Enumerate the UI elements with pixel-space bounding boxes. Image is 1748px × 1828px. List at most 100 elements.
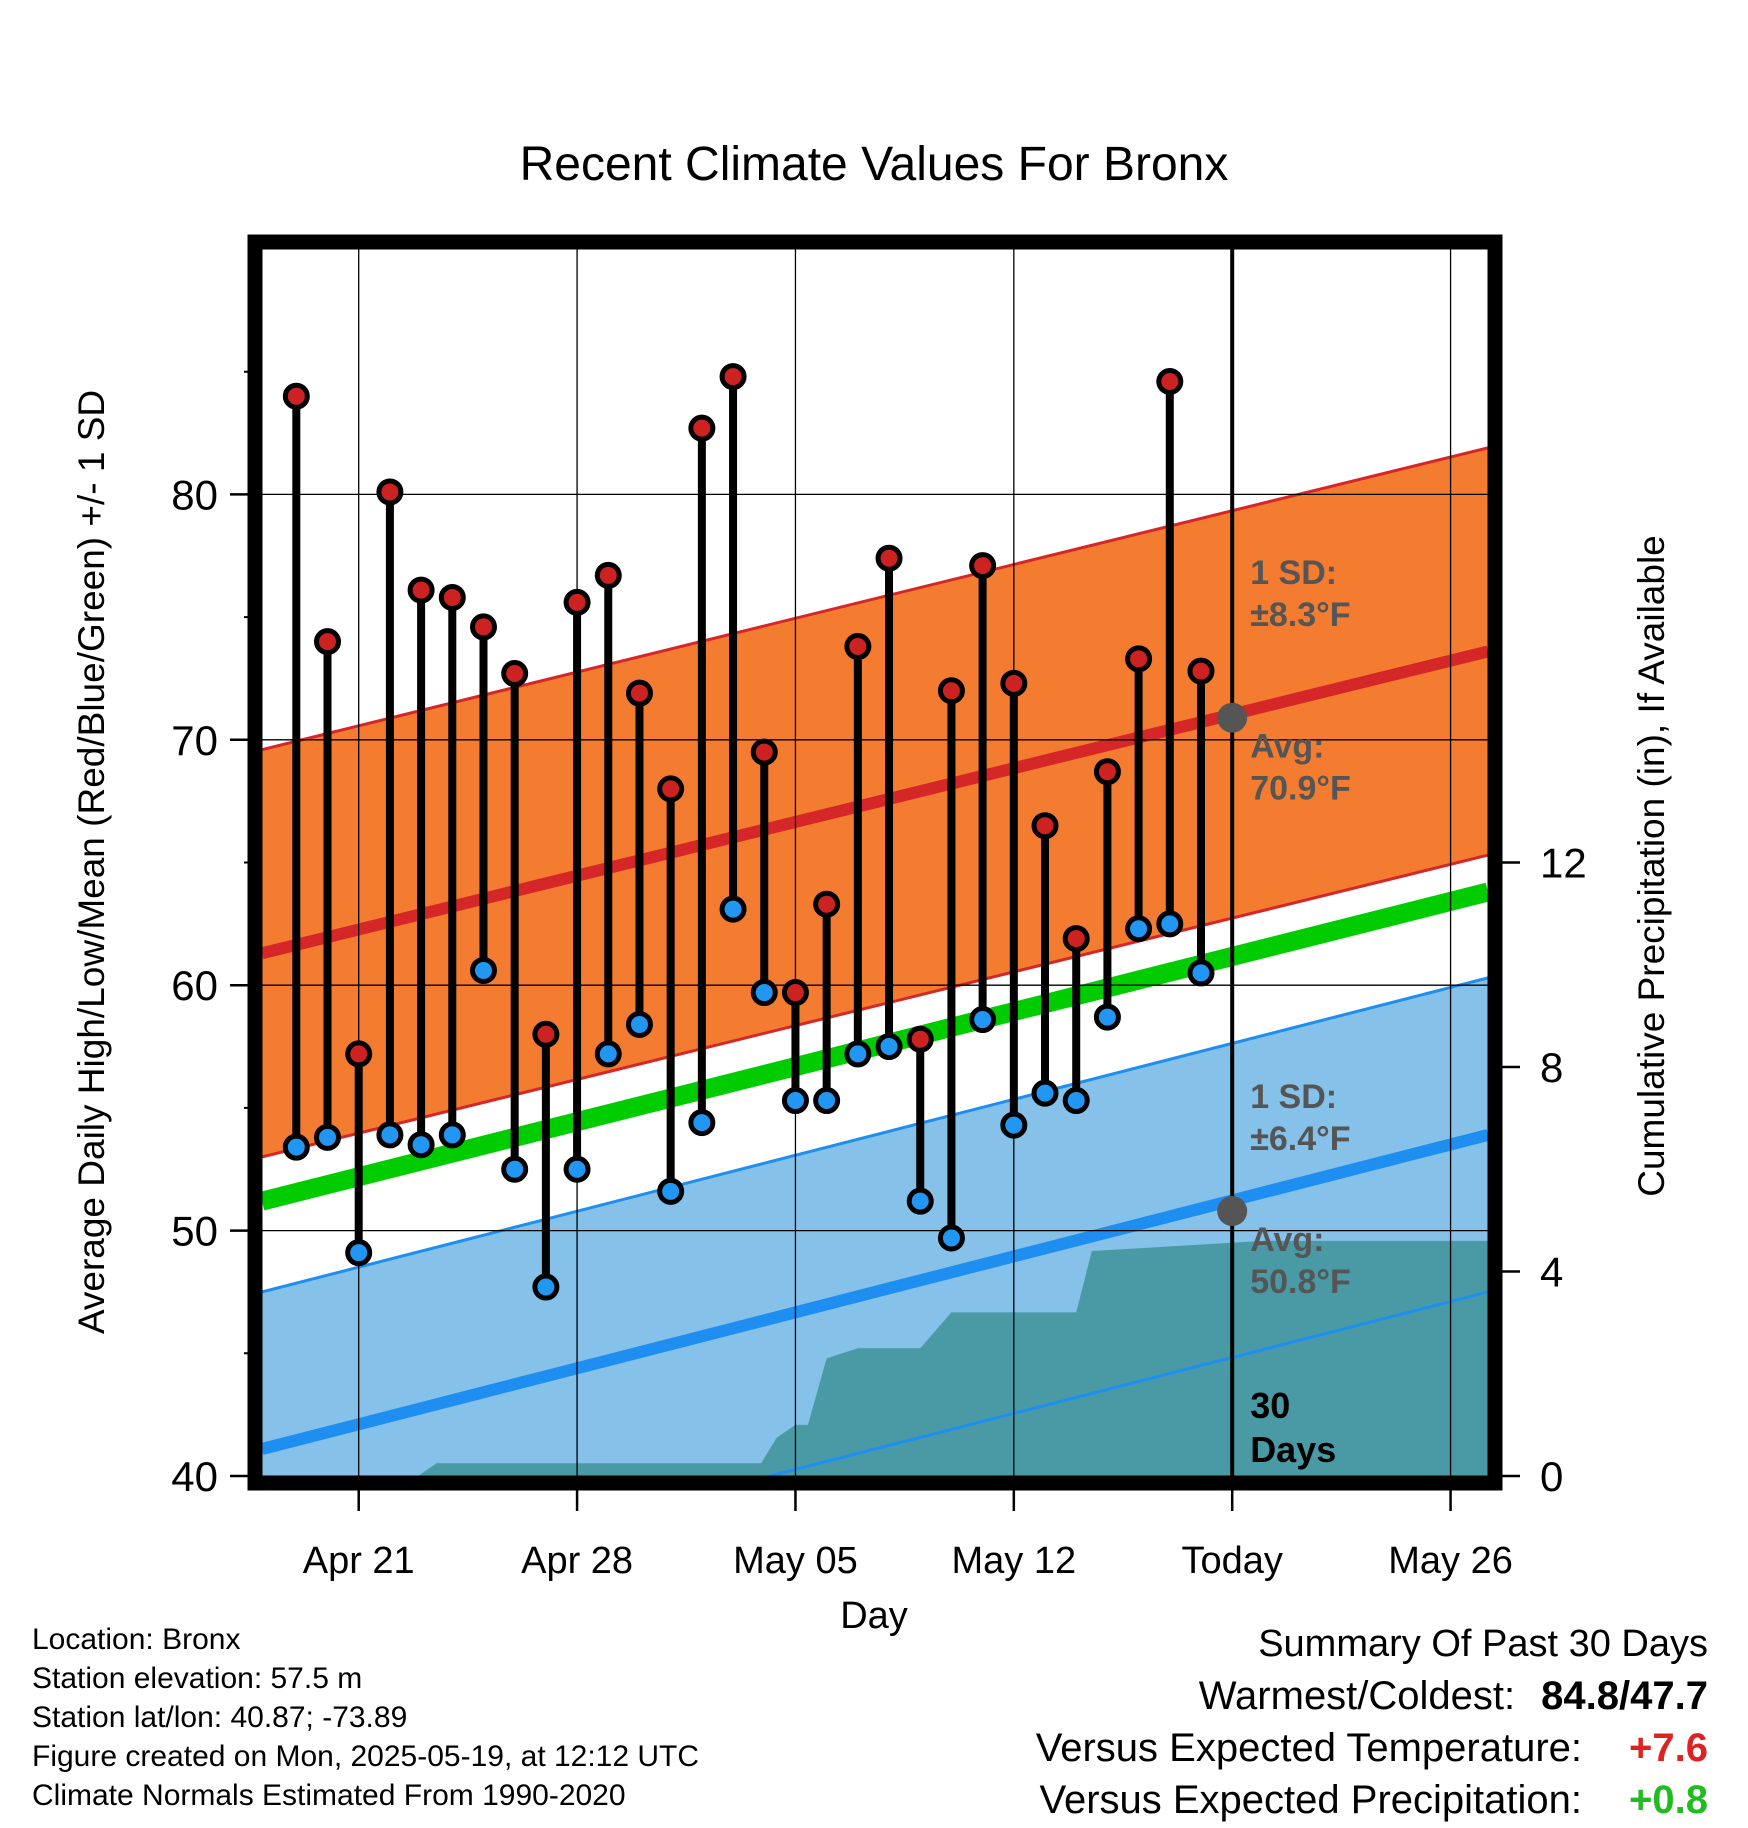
mean-average-line <box>262 882 1488 1211</box>
daily-low-marker <box>969 1006 997 1034</box>
daily-low-marker <box>750 979 778 1007</box>
cumulative-precipitation-area <box>262 1240 1488 1476</box>
low-avg-label: Avg: <box>1250 1221 1324 1259</box>
daily-high-marker <box>314 628 342 656</box>
x-tick-label: May 05 <box>733 1540 858 1582</box>
y2-tick-label: 0 <box>1540 1453 1563 1500</box>
daily-high-marker <box>719 363 747 391</box>
x-tick-label: May 26 <box>1388 1540 1513 1582</box>
normals-text: Climate Normals Estimated From 1990-2020 <box>32 1779 626 1812</box>
daily-low-marker <box>314 1123 342 1151</box>
elevation-text: Station elevation: 57.5 m <box>32 1662 363 1695</box>
daily-low-marker <box>688 1109 716 1137</box>
daily-high-marker <box>750 738 778 766</box>
daily-high-marker <box>969 552 997 580</box>
low-average-line <box>262 1129 1488 1455</box>
daily-high-marker <box>1125 645 1153 673</box>
annotations: 1 SD: ±8.3°F Avg: 70.9°F 1 SD: ±6.4°F Av… <box>1217 554 1351 1470</box>
daily-low-marker <box>438 1121 466 1149</box>
summary-title: Summary Of Past 30 Days <box>1258 1623 1708 1665</box>
low-sd-value: ±6.4°F <box>1250 1120 1350 1158</box>
low-avg-value: 50.8°F <box>1250 1263 1351 1301</box>
y-tick-label: 60 <box>171 962 218 1009</box>
daily-low-marker <box>625 1010 653 1038</box>
daily-high-marker <box>501 660 529 688</box>
daily-high-marker <box>345 1040 373 1068</box>
daily-high-marker <box>1062 925 1090 953</box>
y2-tick-label: 8 <box>1540 1044 1563 1091</box>
daily-high-marker <box>407 576 435 604</box>
daily-high-marker <box>1187 657 1215 685</box>
daily-low-marker <box>1187 959 1215 987</box>
daily-low-marker <box>407 1131 435 1159</box>
location-text: Location: Bronx <box>32 1623 241 1656</box>
y-tick-label: 80 <box>171 471 218 518</box>
x-tick-label: Apr 21 <box>303 1540 415 1582</box>
y2-axis-label: Cumulative Precipitation (in), If Availa… <box>1631 535 1672 1197</box>
daily-high-marker <box>594 561 622 589</box>
plot-frame <box>247 234 1503 1491</box>
temp-vs-expected-label: Versus Expected Temperature: <box>1035 1726 1582 1770</box>
daily-low-marker <box>563 1155 591 1183</box>
days-label-word: Days <box>1250 1429 1336 1470</box>
y-axis-label: Average Daily High/Low/Mean (Red/Blue/Gr… <box>71 390 112 1334</box>
daily-high-marker <box>282 382 310 410</box>
daily-high-marker <box>844 633 872 661</box>
today-high-average-marker <box>1217 702 1248 733</box>
daily-low-marker <box>345 1239 373 1267</box>
low-sd-label: 1 SD: <box>1250 1078 1337 1116</box>
y2-tick-label: 4 <box>1540 1249 1563 1296</box>
plot-clip-group <box>262 249 1488 1476</box>
low-plus-sd-line <box>262 976 1488 1294</box>
normal-lines <box>262 446 1488 1476</box>
daily-low-marker <box>719 895 747 923</box>
daily-low-marker <box>469 956 497 984</box>
daily-high-marker <box>875 544 903 572</box>
high-sd-value: ±8.3°F <box>1250 596 1350 634</box>
tick-labels: 40 50 60 70 80 0 4 8 12 Apr 21 Apr 28 May 05 May 12 T… <box>171 471 1586 1582</box>
daily-low-marker <box>1093 1003 1121 1031</box>
high-avg-label: Avg: <box>1250 728 1324 766</box>
daily-high-marker <box>438 583 466 611</box>
y-tick-label: 40 <box>171 1453 218 1500</box>
daily-high-marker <box>1156 368 1184 396</box>
daily-low-marker <box>937 1224 965 1252</box>
y-tick-label: 70 <box>171 717 218 764</box>
daily-low-marker <box>1000 1111 1028 1139</box>
x-tick-label: Apr 28 <box>521 1540 633 1582</box>
days-label-number: 30 <box>1250 1385 1290 1426</box>
daily-low-marker <box>282 1133 310 1161</box>
daily-low-marker <box>1125 915 1153 943</box>
daily-low-marker <box>657 1177 685 1205</box>
high-sd-label: 1 SD: <box>1250 554 1337 592</box>
daily-high-marker <box>469 613 497 641</box>
daily-high-marker <box>657 775 685 803</box>
daily-high-marker <box>781 979 809 1007</box>
daily-data <box>282 363 1215 1301</box>
today-low-average-marker <box>1217 1195 1248 1226</box>
daily-low-marker <box>594 1040 622 1068</box>
precip-vs-expected-value: +0.8 <box>1629 1778 1708 1822</box>
daily-low-marker <box>501 1155 529 1183</box>
daily-high-marker <box>376 478 404 506</box>
chart-title: Recent Climate Values For Bronx <box>520 138 1229 191</box>
daily-high-marker <box>813 890 841 918</box>
warmest-value: 84.8 <box>1541 1674 1620 1718</box>
daily-low-marker <box>906 1187 934 1215</box>
latlon-text: Station lat/lon: 40.87; -73.89 <box>32 1701 408 1734</box>
precip-vs-expected-label: Versus Expected Precipitation: <box>1039 1778 1582 1822</box>
coldest-value: 47.7 <box>1630 1674 1708 1718</box>
low-minus-sd-line <box>763 1290 1488 1476</box>
daily-high-marker <box>625 679 653 707</box>
daily-low-marker <box>1156 910 1184 938</box>
x-tick-label: May 12 <box>952 1540 1077 1582</box>
daily-high-marker <box>906 1025 934 1053</box>
precipitation-area <box>262 1240 1488 1476</box>
daily-low-marker <box>813 1087 841 1115</box>
daily-high-marker <box>563 588 591 616</box>
daily-low-marker <box>875 1033 903 1061</box>
high-minus-sd-line <box>262 853 1488 1159</box>
daily-high-marker <box>937 677 965 705</box>
daily-low-marker <box>532 1273 560 1301</box>
temp-vs-expected-value: +7.6 <box>1629 1726 1708 1770</box>
